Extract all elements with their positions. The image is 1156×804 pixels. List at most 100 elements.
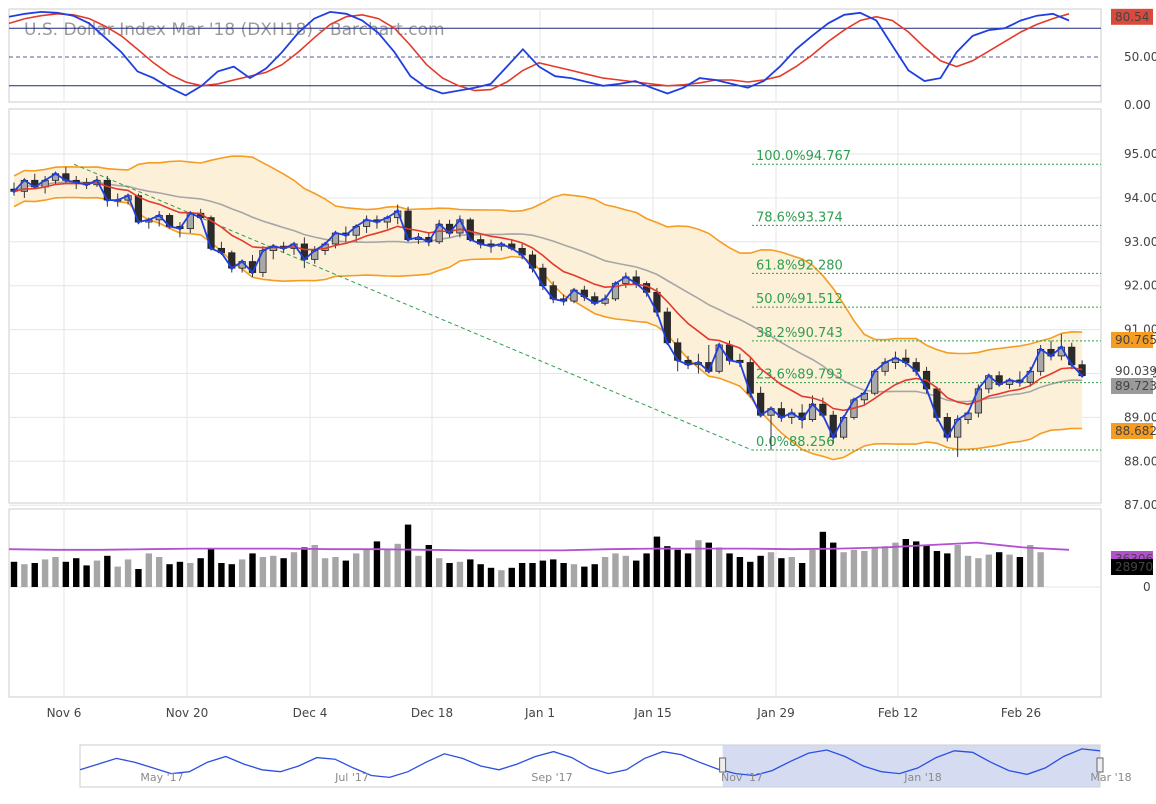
close-marker-2 [33,185,37,189]
middle-band-badge-bg [1111,378,1153,394]
close-marker-24 [261,249,265,252]
close-marker-54 [572,288,576,292]
volume-bar-49 [518,563,526,587]
navigator-label-4: Jan '18 [903,771,941,784]
close-marker-47 [500,242,503,246]
volume-bar-91 [954,545,961,587]
volume-bar-94 [985,554,992,587]
price-tick-label-8: 87.000 [1124,498,1156,512]
volume-bar-95 [995,552,1003,587]
x-tick-label-2: Dec 4 [293,706,328,720]
volume-bar-64 [674,549,681,587]
volume-bar-99 [1037,552,1044,587]
x-tick-label-6: Jan 29 [756,706,795,720]
fib-label-0: 100.0%94.767 [756,149,851,164]
close-marker-101 [1060,345,1063,349]
close-marker-44 [468,238,472,241]
close-marker-40 [427,240,431,244]
volume-bar-84 [881,546,889,587]
volume-avg-line [8,541,1070,552]
close-marker-103 [1080,374,1084,377]
volume-bar-58 [612,553,619,587]
stoch-tick-label-0: 50.00 [1124,50,1156,64]
volume-bar-1 [21,564,28,587]
volume-bar-15 [166,564,173,587]
volume-bar-36 [384,548,391,587]
volume-bar-8 [93,560,101,587]
close-marker-58 [614,282,617,285]
volume-bar-23 [249,553,256,587]
volume-bar-60 [633,560,640,587]
close-marker-41 [437,222,441,226]
volume-bar-5 [62,561,70,587]
volume-bar-21 [228,564,235,587]
navigator-label-5: Mar '18 [1090,771,1131,784]
close-marker-3 [43,179,47,182]
volume-bar-28 [301,547,308,587]
x-tick-label-1: Nov 20 [166,706,209,720]
close-marker-93 [977,387,980,391]
close-marker-33 [354,225,358,228]
close-marker-66 [697,361,700,364]
close-marker-10 [116,198,119,202]
volume-bar-72 [757,555,764,587]
navigator-handle-left[interactable] [719,757,727,773]
close-marker-78 [821,413,825,417]
volume-bar-69 [726,553,733,587]
volume-bar-70 [736,557,744,587]
volume-bar-87 [912,541,920,587]
close-marker-8 [95,179,99,182]
close-marker-80 [842,416,845,419]
close-marker-83 [873,370,877,373]
close-marker-36 [386,216,389,219]
price-tick-label-2: 93.000 [1124,235,1156,249]
upper-band-badge-bg [1111,332,1153,348]
close-marker-32 [344,233,348,237]
close-marker-42 [448,231,451,235]
x-tick-label-0: Nov 6 [47,706,82,720]
volume-bar-67 [705,542,712,587]
close-marker-87 [914,370,918,373]
close-marker-53 [562,299,565,303]
x-tick-label-5: Jan 15 [633,706,672,720]
lower-band-badge-bg [1111,423,1153,439]
close-marker-81 [852,398,856,402]
volume-bar-78 [819,531,827,587]
upper-band-badge-text: 90.765 [1115,333,1156,347]
volume-bar-35 [373,541,381,587]
close-marker-14 [157,214,161,217]
fib-label-5: 23.6%89.793 [756,368,843,383]
stoch-layer [8,10,1101,97]
navigator-layer[interactable]: May '17 Jul '17 Sep '17 Nov '17 Jan '18 Mar '… [79,745,1132,787]
axis-layer: Nov 6 Nov 20 Dec 4 Dec 18 Jan 1 Jan 15 Jan 29 F… [47,8,1156,720]
fast-ma-line [13,182,1083,412]
close-marker-45 [479,242,482,246]
volume-bar-66 [695,540,702,587]
close-marker-75 [790,411,794,415]
close-marker-52 [551,297,555,301]
volume-bar-20 [218,563,225,587]
close-badge-text: 90.039 [1115,364,1156,378]
volume-bar-25 [270,555,277,587]
volume-bar-45 [477,564,484,587]
middle-band-line [13,181,1083,403]
volume-bar-73 [767,552,775,587]
x-tick-label-3: Dec 18 [411,706,453,720]
close-marker-102 [1070,363,1074,367]
fib-label-1: 78.6%93.374 [756,210,843,225]
close-marker-1 [23,179,26,182]
volume-layer [8,524,1070,587]
volume-bar-38 [404,524,412,587]
price-tick-label-3: 92.000 [1124,279,1156,293]
volume-bar-89 [933,551,941,587]
close-marker-46 [489,244,493,248]
close-marker-98 [1028,370,1032,373]
volume-bar-6 [73,558,80,587]
volume-bar-71 [747,561,754,587]
navigator-handle-right[interactable] [1096,757,1104,773]
volume-bar-32 [342,560,350,587]
volume-bar-53 [560,563,567,587]
close-marker-63 [666,341,669,345]
stoch-k-line [8,10,1070,97]
close-marker-61 [645,290,648,294]
